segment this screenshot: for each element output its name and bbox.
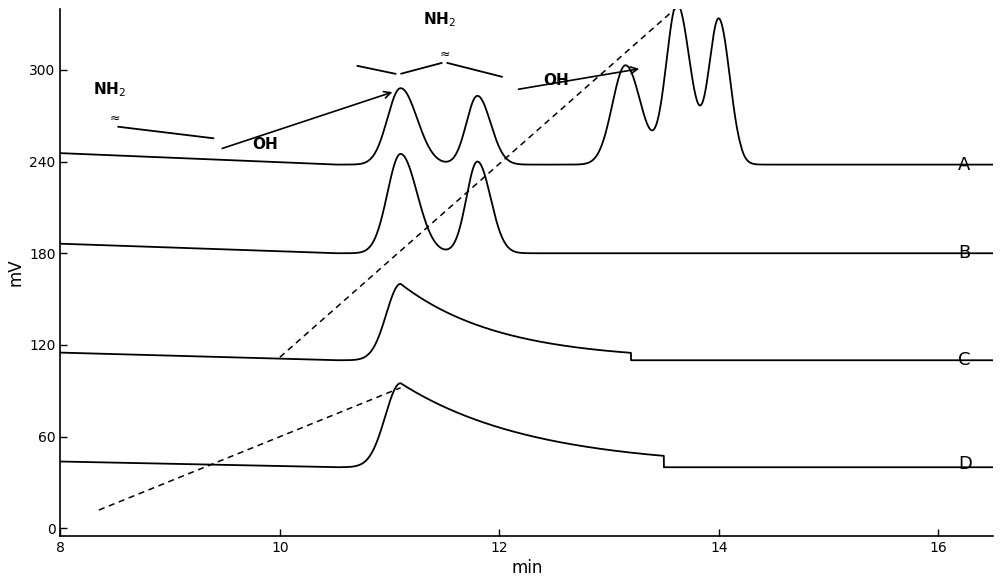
Text: ≈: ≈ [110, 112, 121, 125]
Y-axis label: mV: mV [7, 259, 25, 286]
Text: ≈: ≈ [439, 48, 450, 61]
Text: D: D [958, 455, 972, 473]
X-axis label: min: min [511, 559, 542, 577]
Text: NH$_2$: NH$_2$ [93, 80, 126, 99]
Text: OH: OH [252, 137, 278, 152]
Text: OH: OH [543, 73, 569, 88]
Text: B: B [958, 244, 970, 262]
Text: NH$_2$: NH$_2$ [423, 10, 455, 29]
Text: C: C [958, 351, 970, 369]
Text: A: A [958, 155, 970, 173]
